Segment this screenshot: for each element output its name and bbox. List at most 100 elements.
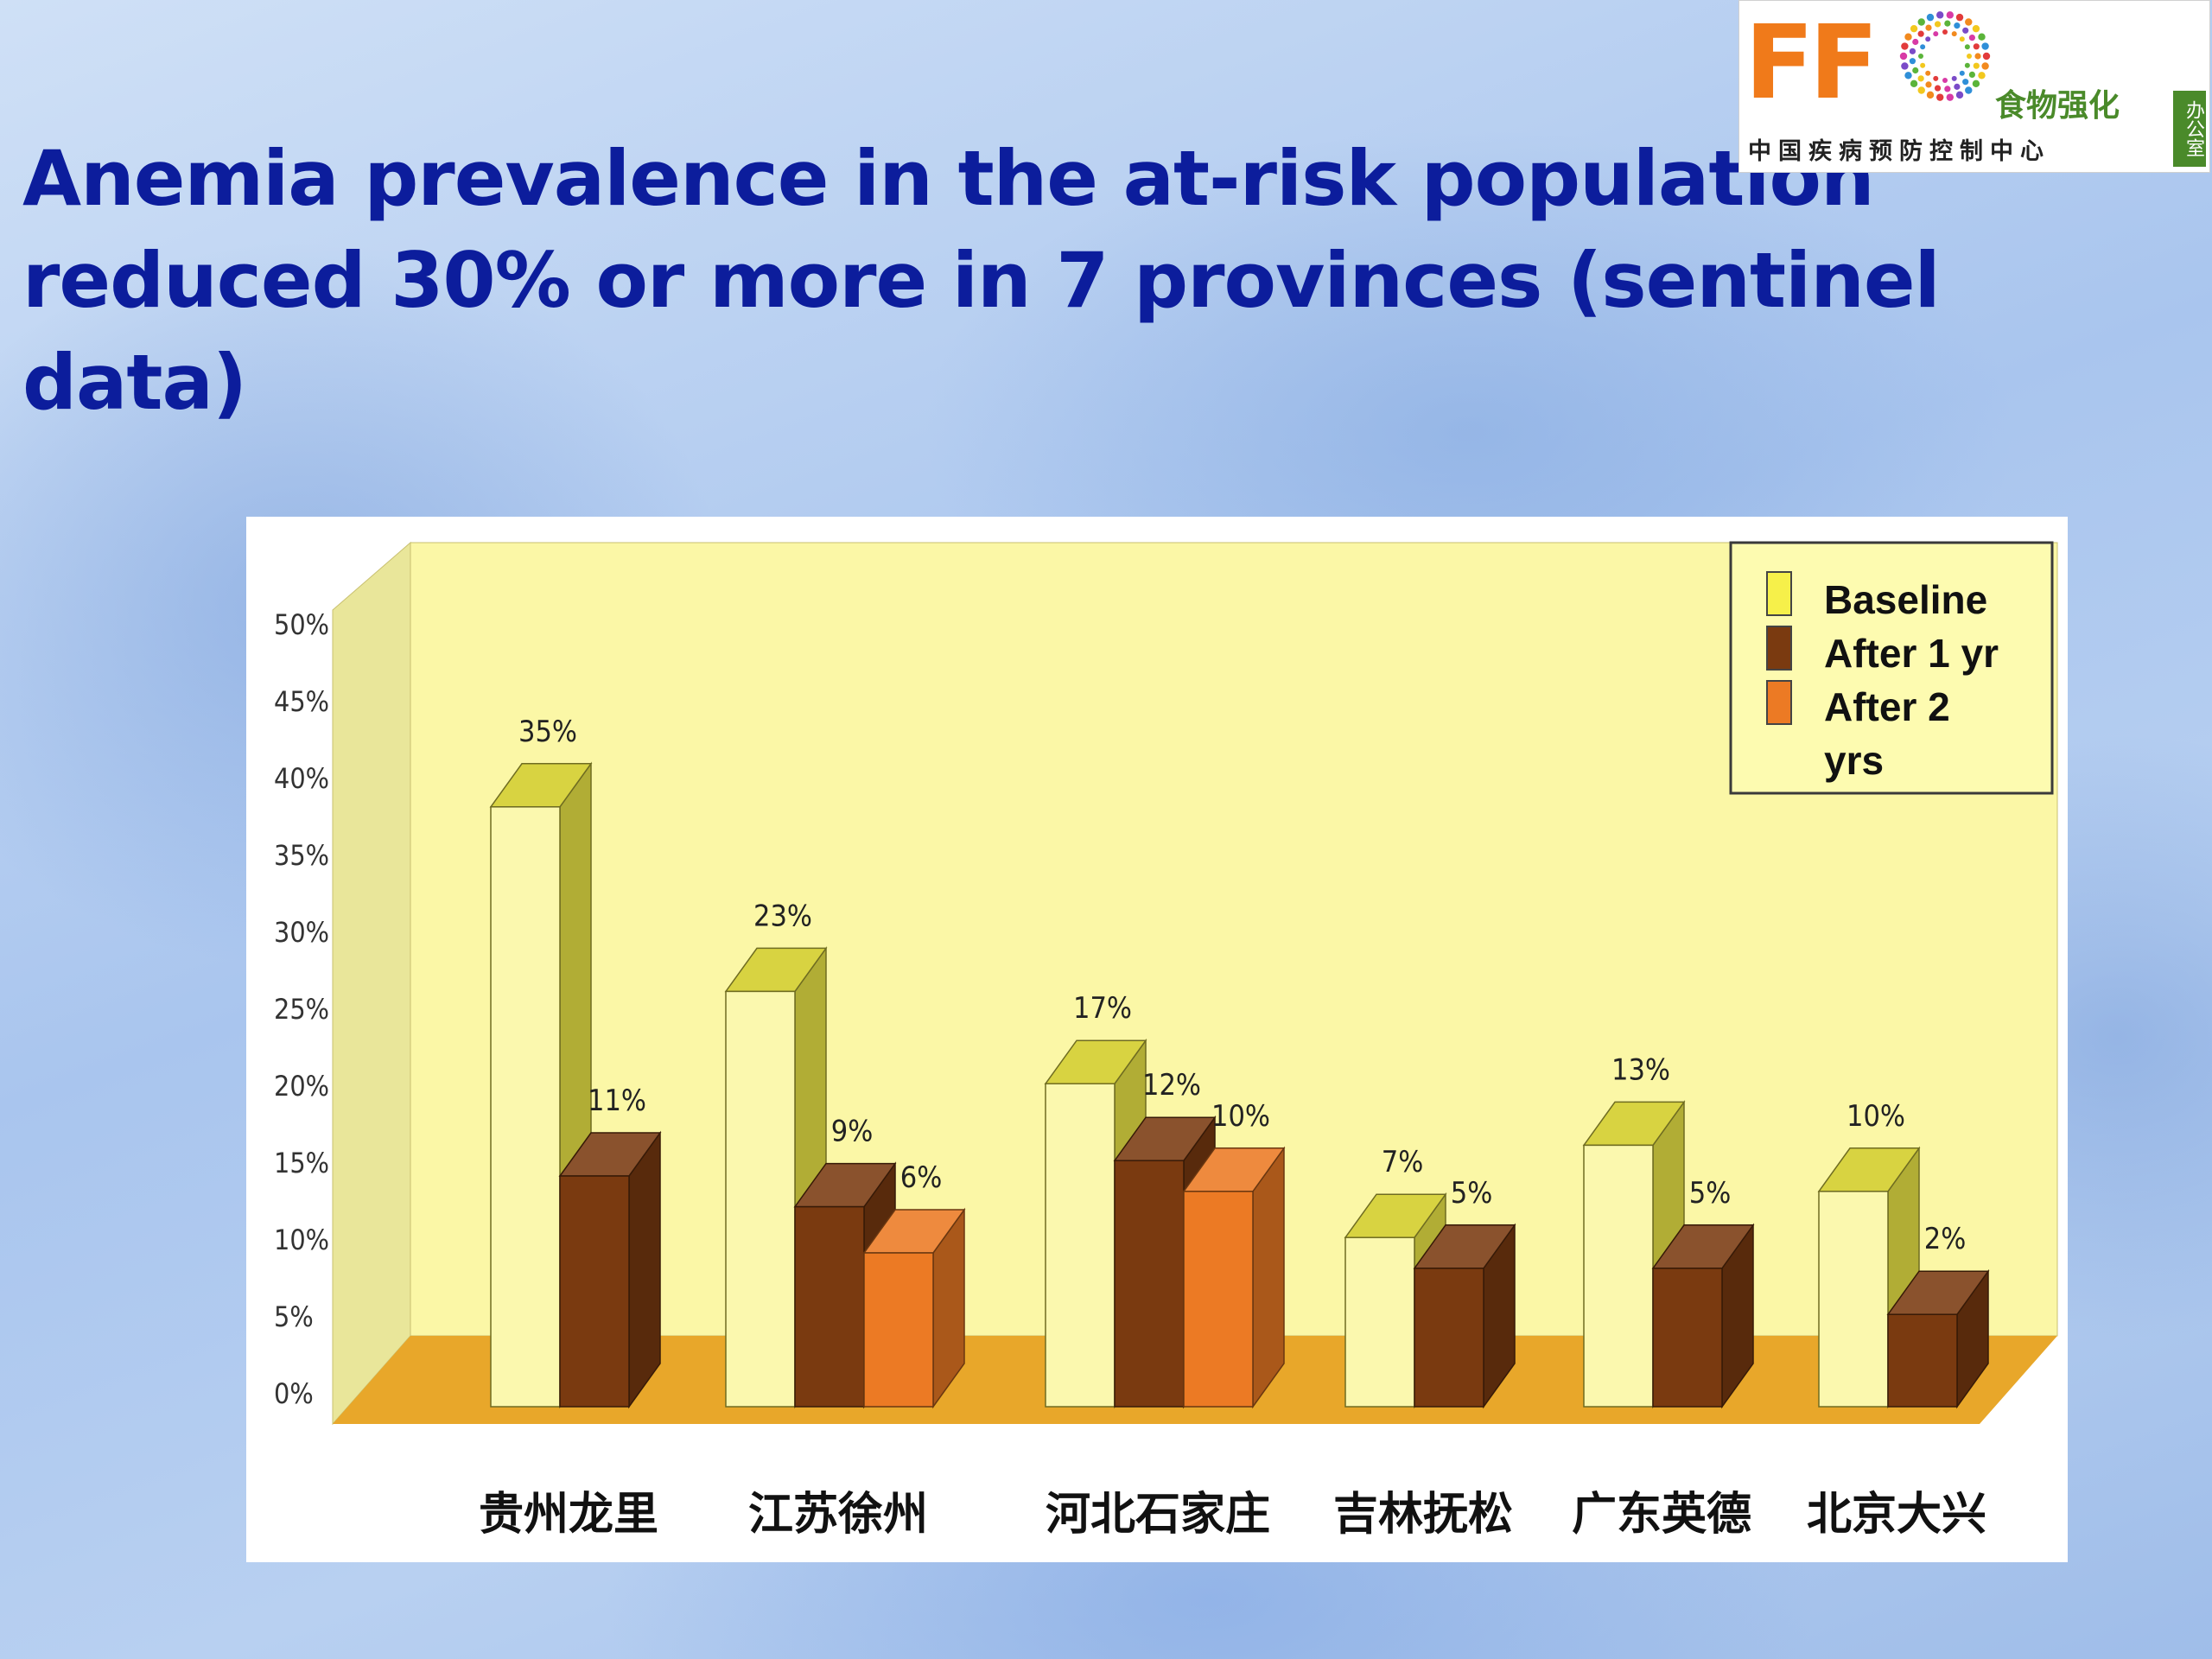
logo-dot (1901, 42, 1909, 50)
logo-ff-letters: FF (1745, 3, 1878, 122)
bar-value-label: 12% (1142, 1068, 1201, 1103)
bar-after-1-yr: 2% (1886, 1222, 1990, 1409)
bar-front (1344, 1236, 1415, 1408)
logo-dot (1910, 79, 1918, 88)
logo-dot (1959, 36, 1965, 42)
logo-dot (1942, 78, 1948, 83)
bar-side (628, 1130, 661, 1409)
x-tick-label: 贵州龙里 (479, 1489, 658, 1541)
y-tick-label: 10% (274, 1224, 329, 1256)
legend-label: After 2 (1824, 684, 1950, 729)
logo-dot (1936, 93, 1944, 101)
bar-value-label: 11% (588, 1084, 646, 1118)
logo-dot (1920, 44, 1926, 50)
logo-dot (1974, 53, 1981, 60)
logo-dot (1972, 79, 1980, 88)
logo-dot (1917, 75, 1924, 82)
logo-dot (1912, 67, 1919, 74)
bar-value-label: 7% (1382, 1145, 1424, 1179)
bar-front (1583, 1144, 1654, 1408)
logo-dot (1944, 20, 1951, 27)
logo-dot (1926, 91, 1935, 99)
bar-value-label: 5% (1689, 1176, 1732, 1211)
bar-front (1114, 1160, 1185, 1408)
logo-dot (1920, 62, 1926, 68)
logo-dot (1944, 86, 1951, 92)
logo-dot (1965, 86, 1973, 94)
logo-dot (1955, 13, 1964, 22)
bar-after-2-yrs: 6% (862, 1160, 966, 1409)
y-tick-label: 5% (274, 1300, 314, 1333)
x-tick-label: 广东英德 (1572, 1489, 1751, 1541)
slide-title: Anemia prevalence in the at-risk populat… (22, 134, 1941, 427)
logo-dot (1951, 75, 1957, 81)
logo-dot (1917, 18, 1925, 26)
logo-dot (1918, 54, 1923, 59)
bar-value-label: 10% (1211, 1099, 1270, 1134)
logo-dot (1978, 33, 1986, 41)
logo-dot (1954, 83, 1961, 90)
bar-side (1252, 1146, 1285, 1409)
logo-dot (1925, 24, 1932, 31)
legend: Baseline After 1 yr After 2 yrs (1729, 541, 2054, 795)
x-axis: 贵州龙里 江苏徐州 河北石家庄 吉林抚松 广东英德 北京大兴 (479, 1489, 1986, 1541)
bar-after-2-yrs: 10% (1182, 1099, 1286, 1409)
bar-front (794, 1205, 865, 1408)
bar-front (1183, 1191, 1254, 1408)
logo-dot (1946, 93, 1954, 101)
bar-value-label: 35% (518, 715, 577, 749)
bar-front (1652, 1268, 1723, 1408)
plot-side-wall (332, 541, 411, 1426)
logo-dot (1917, 86, 1925, 94)
logo-dot (1973, 62, 1980, 69)
logo-dot (1981, 62, 1989, 70)
logo-dot (1912, 38, 1919, 46)
logo-cn-name: 食物强化 (1995, 88, 2120, 124)
logo-dot (1962, 79, 1969, 86)
logo-dot (1982, 52, 1991, 60)
legend-swatch (1766, 626, 1792, 671)
y-axis: 0% 5% 10% 15% 20% 25% 30% 35% 40% 45% 50% (274, 608, 329, 1410)
logo-dot (1959, 70, 1965, 76)
bar-value-label: 17% (1073, 991, 1132, 1026)
logo-dot (1964, 44, 1970, 50)
y-tick-label: 25% (274, 993, 329, 1026)
logo-dot (1981, 42, 1989, 50)
bars: 35% 23% 17% 7% 13% 10% 11% 9% 12% 5% 5% 2% 6% 10% (489, 715, 1990, 1409)
x-tick-label: 河北石家庄 (1046, 1489, 1270, 1541)
logo-dot (1909, 48, 1916, 54)
logo-dot (1925, 70, 1931, 76)
bar-value-label: 5% (1451, 1176, 1493, 1211)
logo-dot (1909, 58, 1916, 65)
bar-after-1-yr: 5% (1651, 1176, 1755, 1409)
logo-dot (1955, 91, 1964, 99)
y-tick-label: 0% (274, 1377, 314, 1410)
bar-after-1-yr: 5% (1413, 1176, 1516, 1409)
chart-panel: 0% 5% 10% 15% 20% 25% 30% 35% 40% 45% 50% 35% 23% 17… (246, 517, 2068, 1562)
bar-front (490, 806, 561, 1408)
bar-value-label: 9% (831, 1115, 874, 1149)
bar-front (1414, 1268, 1484, 1408)
bar-after-1-yr: 11% (558, 1084, 662, 1409)
logo-dot (1926, 13, 1935, 22)
logo-cn-side: 办公室 (2173, 91, 2206, 167)
logo-dot (1901, 62, 1909, 70)
bar-chart: 0% 5% 10% 15% 20% 25% 30% 35% 40% 45% 50% 35% 23% 17… (274, 541, 2058, 1541)
legend-swatch (1766, 571, 1792, 616)
legend-swatch (1766, 680, 1792, 725)
y-tick-label: 20% (274, 1070, 329, 1103)
logo-dot (1933, 75, 1939, 81)
bar-front (1887, 1313, 1958, 1408)
bar-front (725, 990, 796, 1408)
logo-dot (1964, 62, 1970, 68)
logo-dot (1910, 24, 1918, 33)
y-tick-label: 50% (274, 608, 329, 641)
logo-dot (1965, 18, 1973, 26)
ffo-logo: FF 食物强化 中国疾病预防控制中心 办公室 (1738, 0, 2210, 173)
x-tick-label: 北京大兴 (1807, 1489, 1986, 1541)
logo-dot (1934, 85, 1942, 92)
logo-dot (1933, 31, 1939, 37)
logo-dot (1904, 72, 1912, 79)
logo-dot (1936, 11, 1944, 19)
logo-dot (1973, 43, 1980, 50)
